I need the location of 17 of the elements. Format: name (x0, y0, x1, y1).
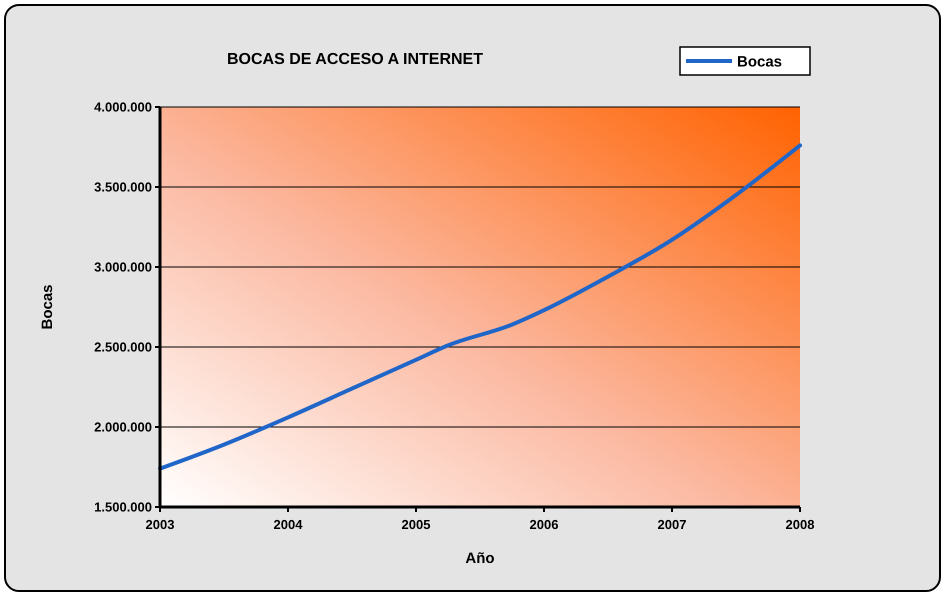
x-tick-label: 2007 (658, 517, 686, 532)
legend-label: Bocas (737, 53, 782, 70)
y-tick-label: 3.000.000 (94, 260, 152, 275)
y-tick-label: 4.000.000 (94, 100, 152, 115)
y-tick-label: 3.500.000 (94, 180, 152, 195)
x-tick-label: 2003 (146, 517, 174, 532)
y-tick-label: 2.000.000 (94, 420, 152, 435)
x-tick-label: 2006 (530, 517, 558, 532)
x-tick-label: 2005 (402, 517, 430, 532)
x-tick-label: 2004 (274, 517, 304, 532)
y-tick-label: 2.500.000 (94, 340, 152, 355)
x-axis-title: Año (465, 550, 495, 567)
chart-title: BOCAS DE ACCESO A INTERNET (226, 51, 484, 68)
x-tick-label: 2008 (786, 517, 814, 532)
y-tick-label: 1.500.000 (94, 500, 152, 515)
line-series (158, 143, 802, 471)
y-axis-title: Bocas (39, 284, 56, 330)
